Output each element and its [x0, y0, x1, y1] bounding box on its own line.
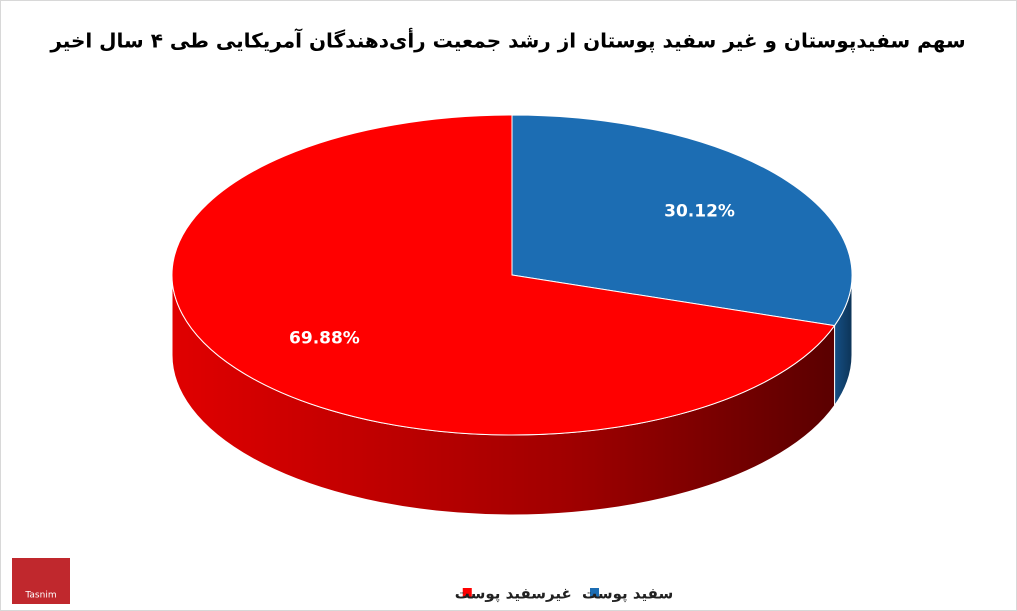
value-label: 30.12% [664, 201, 735, 221]
chart-title: سهم سفیدپوستان و غیر سفید پوستان از رشد … [49, 27, 965, 54]
logo-box [12, 558, 70, 604]
logo: Tasnim [12, 558, 70, 604]
slice [171, 114, 836, 436]
legend-swatch [590, 588, 599, 597]
legend-swatch [462, 588, 472, 597]
logo-text: Tasnim [24, 591, 56, 601]
legend-label: سفید پوست [582, 585, 673, 604]
value-label: 69.88% [289, 329, 360, 349]
slice [511, 114, 853, 327]
legend-label: غیرسفید پوست [455, 585, 572, 604]
